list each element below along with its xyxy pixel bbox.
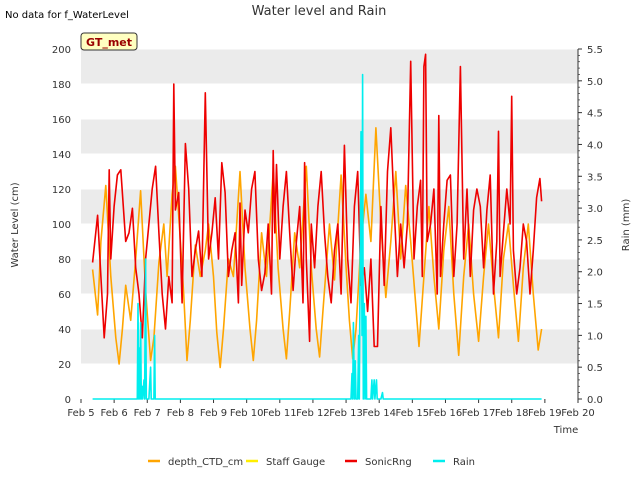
y-tick-label: 0 bbox=[65, 395, 71, 406]
y2-tick-label: 5.0 bbox=[587, 77, 603, 88]
x-tick-label: Feb 10 bbox=[230, 408, 264, 419]
legend-label: Rain bbox=[453, 457, 475, 468]
x-tick-label: Feb 18 bbox=[495, 408, 529, 419]
y2-tick-label: 2.5 bbox=[587, 236, 603, 247]
x-tick-label: Feb 13 bbox=[329, 408, 363, 419]
grid-band bbox=[81, 189, 578, 224]
grid-band bbox=[81, 329, 578, 364]
y-tick-label: 20 bbox=[58, 360, 71, 371]
y-tick-label: 160 bbox=[52, 115, 71, 126]
x-tick-label: Feb 8 bbox=[167, 408, 194, 419]
y2-tick-label: 4.5 bbox=[587, 109, 603, 120]
grid-band bbox=[81, 119, 578, 154]
x-tick-label: Feb 9 bbox=[200, 408, 227, 419]
x-tick-label: Feb 5 bbox=[67, 408, 94, 419]
y2-tick-label: 0.5 bbox=[587, 363, 603, 374]
legend-label: Staff Gauge bbox=[266, 457, 325, 468]
y-axis-label: Water Level (cm) bbox=[10, 182, 21, 267]
y2-tick-label: 3.5 bbox=[587, 172, 603, 183]
station-badge-box bbox=[80, 32, 138, 51]
x-tick-label: Feb 19 bbox=[528, 408, 562, 419]
station-badge-label: GT_met bbox=[86, 36, 132, 49]
x-tick-label: Feb 11 bbox=[263, 408, 297, 419]
x-tick-label: Feb 20 bbox=[561, 408, 595, 419]
legend-label: SonicRng bbox=[365, 457, 412, 468]
no-data-note: No data for f_WaterLevel bbox=[5, 10, 129, 21]
y2-tick-label: 3.0 bbox=[587, 204, 603, 215]
legend-label: depth_CTD_cm bbox=[168, 457, 243, 468]
y-tick-label: 140 bbox=[52, 150, 71, 161]
y2-axis-label: Rain (mm) bbox=[621, 199, 632, 252]
series-lines bbox=[91, 53, 543, 400]
legend: depth_CTD_cm Staff Gauge SonicRng Rain bbox=[148, 457, 475, 468]
x-tick-label: Feb 15 bbox=[396, 408, 430, 419]
chart-title: Water level and Rain bbox=[252, 4, 387, 19]
x-axis-label: Time bbox=[553, 425, 578, 436]
x-tick-label: Feb 16 bbox=[429, 408, 463, 419]
y-tick-label: 60 bbox=[58, 290, 71, 301]
x-tick-label: Feb 7 bbox=[134, 408, 161, 419]
y2-tick-label: 0.0 bbox=[587, 395, 603, 406]
y2-tick-label: 4.0 bbox=[587, 140, 603, 151]
y-tick-label: 200 bbox=[52, 45, 71, 56]
x-tick-label: Feb 6 bbox=[101, 408, 128, 419]
station-badge: GT_met bbox=[80, 32, 138, 51]
y-tick-label: 80 bbox=[58, 255, 71, 266]
y2-tick-label: 1.0 bbox=[587, 331, 603, 342]
x-axis: Feb 5 Feb 6 Feb 7 Feb 8 Feb 9 Feb 10 Feb 11 Feb… bbox=[67, 399, 595, 419]
grid-band bbox=[81, 49, 578, 84]
y-tick-label: 40 bbox=[58, 325, 71, 336]
series-line-sonicrng bbox=[91, 53, 543, 348]
left-axis: 0 20 40 60 80 100 120 140 160 180 200 bbox=[52, 45, 71, 406]
right-axis: 0.0 0.5 1.0 1.5 2.0 2.5 3.0 3.5 4.0 4.5 5.0 5.5 bbox=[577, 45, 603, 406]
y-tick-label: 100 bbox=[52, 220, 71, 231]
y2-tick-label: 2.0 bbox=[587, 268, 603, 279]
series-line-rain bbox=[92, 73, 542, 400]
y2-tick-label: 1.5 bbox=[587, 300, 603, 311]
x-tick-label: Feb 17 bbox=[462, 408, 496, 419]
y-tick-label: 180 bbox=[52, 80, 71, 91]
x-tick-label: Feb 14 bbox=[362, 408, 396, 419]
y-tick-label: 120 bbox=[52, 185, 71, 196]
y2-tick-label: 5.5 bbox=[587, 45, 603, 56]
x-tick-label: Feb 12 bbox=[296, 408, 330, 419]
series-line-depth-ctd-cm bbox=[91, 127, 543, 369]
